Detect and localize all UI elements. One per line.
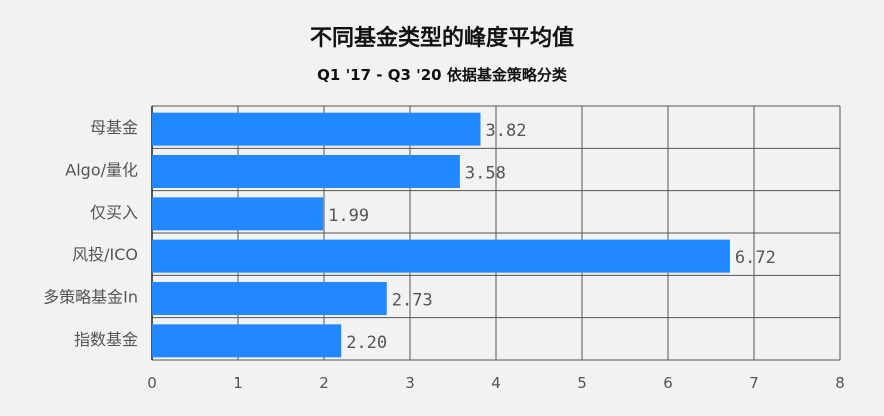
- value-label: 6.72: [735, 248, 776, 268]
- category-label: 多策略基金In: [43, 288, 138, 307]
- value-label: 3.82: [486, 121, 527, 141]
- bar: [152, 324, 342, 358]
- bar: [152, 155, 460, 188]
- bar: [152, 197, 324, 231]
- chart-subtitle: Q1 '17 - Q3 '20 依据基金策略分类: [317, 66, 567, 84]
- category-label: 指数基金: [74, 330, 138, 349]
- chart-title: 不同基金类型的峰度平均值: [309, 26, 574, 51]
- bar: [152, 112, 481, 146]
- bar: [152, 239, 730, 273]
- value-label: 1.99: [328, 206, 369, 226]
- x-tick-label: 7: [749, 374, 759, 392]
- x-tick-label: 4: [491, 374, 501, 392]
- x-tick-label: 3: [405, 374, 415, 392]
- value-label: 2.20: [346, 333, 387, 353]
- value-label: 3.58: [465, 164, 506, 184]
- category-label: 仅买入: [90, 203, 138, 222]
- category-label: 母基金: [90, 118, 138, 137]
- value-label: 2.73: [392, 291, 433, 311]
- x-tick-label: 0: [147, 374, 157, 392]
- x-tick-label: 6: [663, 374, 673, 392]
- category-label: Algo/量化: [65, 161, 138, 180]
- bar: [152, 282, 387, 315]
- x-tick-label: 5: [577, 374, 587, 392]
- x-tick-label: 8: [835, 374, 845, 392]
- x-tick-label: 1: [233, 374, 243, 392]
- category-label: 风投/ICO: [72, 245, 138, 264]
- x-tick-label: 2: [319, 374, 329, 392]
